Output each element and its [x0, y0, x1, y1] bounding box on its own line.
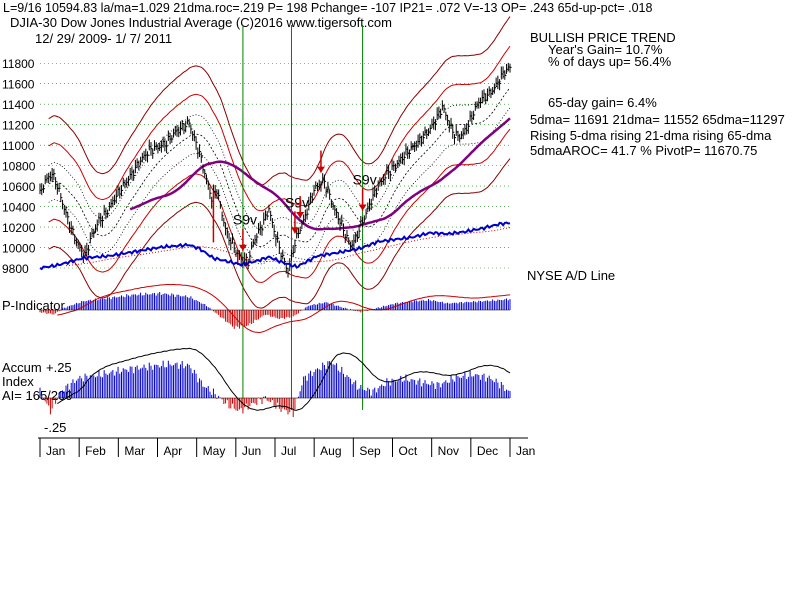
month-label: Jul: [281, 444, 296, 458]
month-label: Jan: [516, 444, 535, 458]
y-tick-label: 9800: [2, 262, 29, 276]
lower-band-inner: [48, 128, 511, 283]
accum-label: Accum: [2, 360, 42, 375]
month-label: Dec: [477, 444, 498, 458]
y-tick-label: 10000: [2, 242, 36, 256]
signal-arrow-head: [296, 212, 305, 219]
signal-arrow-head: [358, 204, 367, 211]
y-tick-label: 10800: [2, 160, 36, 174]
y-tick-label: 10400: [2, 201, 36, 215]
signal-arrow-head: [238, 244, 247, 251]
lower-band-outer: [48, 158, 511, 309]
dma65-line: [129, 117, 511, 231]
y-tick-label: 10600: [2, 180, 36, 194]
y-tick-label: 11200: [2, 119, 35, 133]
month-label: Feb: [85, 444, 106, 458]
dma-values: 5dma= 11691 21dma= 11552 65dma=11297: [530, 112, 785, 127]
ad-ma-line: [65, 227, 511, 267]
ai-label: AI= 165/200: [2, 388, 73, 403]
aroc-pivot-line: 5dmaAROC= 41.7 % PivotP= 11670.75: [530, 143, 758, 158]
signal-label: S9v: [285, 194, 309, 210]
y-tick-label: 11000: [2, 139, 35, 153]
accum-plus25: +.25: [46, 360, 72, 375]
years-gain: Year's Gain= 10.7%: [548, 42, 663, 57]
y-tick-label: 10200: [2, 221, 36, 235]
month-label: May: [203, 444, 226, 458]
upper-band-dotted: [48, 67, 511, 230]
month-label: Oct: [399, 444, 418, 458]
ad-line: [39, 221, 511, 271]
month-label: Jun: [242, 444, 261, 458]
header-date-range: 12/ 29/ 2009- 1/ 7/ 2011: [35, 31, 173, 46]
signal-label: S9v: [233, 212, 257, 228]
p-indicator-ma-line: [57, 284, 511, 334]
month-label: Sep: [359, 444, 381, 458]
signal-label: S9v: [353, 172, 377, 188]
signal-arrow-head: [316, 166, 325, 173]
dma21-line: [48, 87, 511, 247]
rising-dma-line: Rising 5-dma rising 21-dma rising 65-dma: [530, 128, 772, 143]
bullish-trend-label: BULLISH PRICE TREND: [530, 30, 676, 45]
upper-band-outer: [48, 16, 511, 186]
y-tick-label: 11800: [2, 57, 35, 71]
header-line-1: L=9/16 10594.83 la/ma=1.029 21dma.roc=.2…: [3, 1, 653, 15]
index-label: Index: [2, 374, 34, 389]
days-up: % of days up= 56.4%: [548, 54, 672, 69]
nyse-ad-label: NYSE A/D Line: [527, 268, 616, 283]
signal-arrow-head: [290, 227, 299, 234]
y-tick-label: 11400: [2, 98, 35, 112]
p-indicator-label: P-Indicator: [2, 298, 65, 313]
accum-minus25: -.25: [44, 420, 67, 435]
accum-ma-line: [57, 347, 511, 411]
header-line-2: DJIA-30 Dow Jones Industrial Average (C)…: [10, 15, 392, 30]
month-label: Jan: [46, 444, 65, 458]
gain-65-day: 65-day gain= 6.4%: [548, 95, 657, 110]
month-label: Apr: [164, 444, 183, 458]
month-label: Mar: [124, 444, 145, 458]
month-label: Nov: [438, 444, 459, 458]
month-label: Aug: [320, 444, 341, 458]
y-tick-label: 11600: [2, 78, 35, 92]
